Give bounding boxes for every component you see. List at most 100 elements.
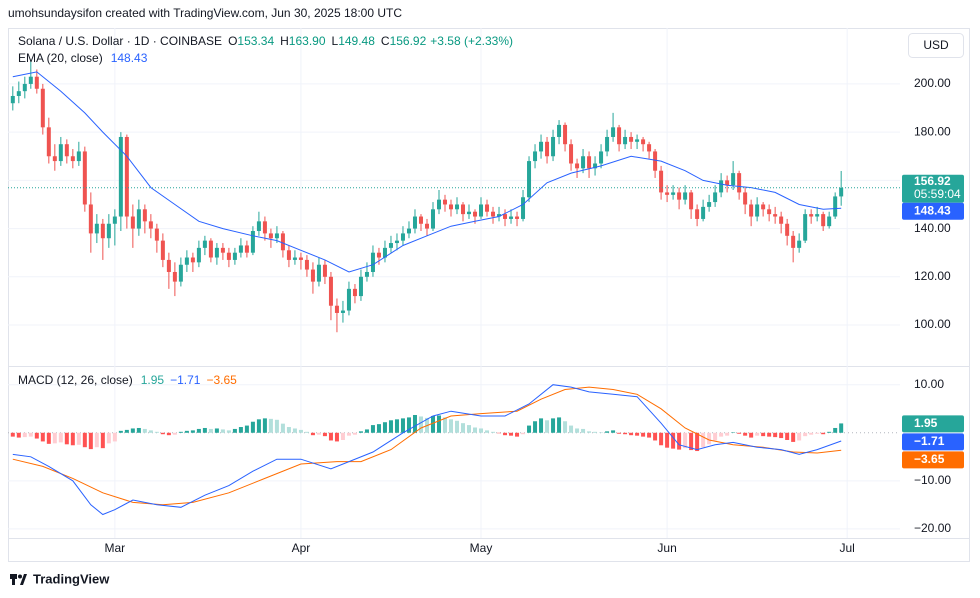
candle-body: [64, 144, 69, 157]
candle-body: [10, 95, 15, 104]
candle-body: [364, 271, 369, 277]
candle-body: [803, 214, 808, 241]
candle-body: [815, 214, 820, 217]
macd-line: [12, 384, 842, 516]
candle-body: [755, 204, 760, 217]
candle-body: [100, 223, 105, 239]
ema-legend: EMA (20, close) 148.43: [18, 51, 148, 65]
histogram-bar: [623, 432, 628, 435]
histogram-bar: [76, 432, 81, 445]
candle-body: [521, 197, 526, 219]
y-tick-label: 10.00: [914, 377, 944, 391]
y-tick-label: −10.00: [914, 473, 951, 487]
candle-body: [274, 233, 279, 239]
candle-body: [665, 192, 670, 195]
histogram-bar: [677, 432, 682, 450]
histogram-bar: [28, 432, 33, 437]
candle-body: [491, 211, 496, 217]
chart-frame: [8, 28, 970, 562]
histogram-bar: [46, 432, 51, 444]
candle-body: [40, 88, 45, 128]
logo: TradingView: [10, 571, 110, 586]
candle-body: [142, 209, 147, 222]
candle-body: [659, 170, 664, 193]
candle-body: [148, 221, 153, 229]
histogram-bar: [322, 432, 327, 437]
legend-key: H: [280, 34, 289, 48]
histogram-bar: [154, 431, 159, 433]
candle-body: [809, 214, 814, 217]
histogram-bar: [340, 432, 345, 440]
histogram-bar: [773, 432, 778, 438]
candle-body: [569, 144, 574, 164]
candle-body: [352, 288, 357, 297]
ema-price-label: 148.43: [914, 203, 951, 217]
candle-body: [779, 216, 784, 224]
candle-body: [406, 228, 411, 234]
candle-body: [473, 211, 478, 217]
histogram-bar: [485, 430, 490, 433]
candle-body: [749, 204, 754, 217]
y-tick-label: 100.00: [914, 317, 951, 331]
histogram-bar: [310, 432, 315, 436]
histogram-bar: [370, 425, 375, 433]
candle-body: [298, 257, 303, 260]
histogram-bar: [226, 430, 231, 433]
candle-body: [430, 209, 435, 229]
candle-body: [244, 245, 249, 253]
histogram-bar: [545, 420, 550, 433]
histogram-bar: [725, 432, 730, 436]
candle-body: [791, 235, 796, 248]
histogram-bar: [208, 428, 213, 433]
histogram-bar: [521, 432, 526, 435]
histogram-bar: [653, 432, 658, 441]
histogram-bar: [467, 425, 472, 433]
histogram-bar: [839, 423, 844, 433]
histogram-bar: [581, 428, 586, 433]
candle-body: [376, 252, 381, 258]
candle-body: [214, 247, 219, 258]
macd-value-box: [902, 433, 964, 451]
histogram-bar: [461, 423, 466, 433]
histogram-bar: [232, 428, 237, 433]
candle-body: [370, 252, 375, 272]
candle-body: [839, 187, 844, 197]
candle-body: [653, 151, 658, 171]
candle-body: [202, 240, 207, 248]
histogram-bar: [100, 432, 105, 449]
histogram-bar: [352, 432, 357, 435]
histogram-bar: [671, 432, 676, 449]
candle-body: [316, 264, 321, 282]
histogram-bar: [118, 430, 123, 433]
histogram-bar: [10, 432, 15, 437]
candle-body: [605, 136, 610, 152]
currency-label[interactable]: USD: [923, 38, 949, 52]
candle-body: [695, 209, 700, 219]
macd-value-label: −1.71: [914, 434, 945, 448]
signal-value-label: −3.65: [914, 452, 945, 466]
currency-button[interactable]: [908, 33, 964, 58]
histogram-bar: [112, 432, 117, 442]
candle-body: [701, 206, 706, 219]
y-tick-label: 140.00: [914, 221, 951, 235]
candle-body: [160, 240, 165, 260]
candle-body: [509, 216, 514, 219]
candle-body: [172, 271, 177, 282]
histogram-bar: [743, 432, 748, 436]
candle-body: [130, 216, 135, 229]
logo-text: TradingView: [33, 571, 110, 586]
x-tick-label: Apr: [292, 541, 311, 555]
candle-body: [479, 204, 484, 217]
candle-body: [767, 209, 772, 215]
candle-body: [394, 240, 399, 244]
candle-body: [485, 204, 490, 212]
logo-icon: [10, 574, 17, 579]
candle-body: [689, 192, 694, 210]
candle-body: [400, 233, 405, 241]
candle-body: [515, 216, 520, 219]
candle-body: [593, 163, 598, 169]
candle-body: [629, 136, 634, 142]
macd-legend-title: MACD (12, 26, close): [18, 373, 133, 387]
candle-body: [58, 144, 63, 162]
histogram-bar: [659, 432, 664, 446]
